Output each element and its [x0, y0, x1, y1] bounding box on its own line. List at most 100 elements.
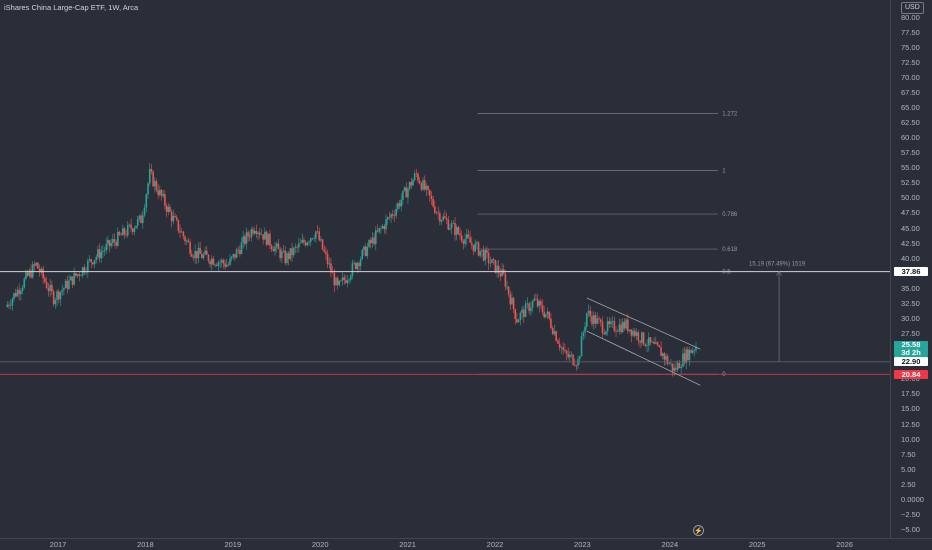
candle-body — [205, 250, 208, 255]
candle-body — [371, 237, 374, 244]
candle-body — [250, 229, 253, 238]
candle-body — [380, 228, 382, 229]
price-axis[interactable]: USD 80.00 77.50 75.00 72.50 70.00 67.50 65.00 6… — [890, 0, 932, 538]
candle-body — [413, 173, 416, 181]
price-tick: 7.50 — [901, 449, 916, 459]
candle-body — [267, 233, 270, 245]
candle-body — [606, 321, 609, 332]
candle-body — [138, 215, 141, 220]
candle-body — [516, 318, 518, 323]
candle-body — [548, 311, 550, 319]
currency-label[interactable]: USD — [901, 2, 924, 14]
candle-body — [123, 228, 126, 235]
candle-body — [678, 362, 681, 369]
candle-body — [589, 310, 592, 317]
candle-body — [695, 346, 697, 351]
candle-body — [528, 303, 530, 312]
candle-body — [197, 247, 200, 259]
candle-body — [514, 308, 517, 319]
candle-body — [693, 350, 696, 351]
candle-body — [467, 234, 470, 238]
candle-body — [321, 239, 324, 250]
candle-body — [675, 367, 677, 370]
candle-body — [247, 232, 249, 237]
candle-body — [402, 190, 404, 200]
candle-body — [660, 347, 662, 356]
candle-body — [313, 238, 315, 240]
candle-body — [113, 239, 116, 242]
candle-body — [428, 189, 431, 197]
candle-body — [434, 206, 436, 213]
candle-body — [376, 230, 379, 232]
candle-body — [637, 332, 640, 341]
candle-body — [682, 353, 684, 367]
candle-body — [262, 234, 264, 240]
candle-body — [573, 364, 576, 366]
candle-body — [23, 278, 26, 288]
lightning-icon[interactable]: ⚡ — [693, 525, 704, 536]
candle-body — [449, 228, 451, 230]
candle-body — [330, 263, 332, 273]
candle-body — [601, 321, 604, 333]
candle-body — [229, 258, 231, 265]
candle-body — [95, 256, 98, 260]
price-chart[interactable]: 1.272 1 0.786 0.618 0.5 0 15.19 (67.49%) 1519 — [0, 0, 890, 538]
candle-body — [680, 366, 682, 369]
candle-body — [140, 215, 142, 224]
candle-body — [308, 242, 310, 243]
candle-body — [20, 290, 22, 295]
candle-body — [234, 253, 236, 258]
candle-body — [175, 217, 178, 220]
candle-body — [264, 231, 266, 240]
candle-body — [506, 286, 508, 288]
candle-body — [535, 298, 537, 300]
candle-body — [59, 291, 62, 300]
candle-body — [403, 187, 406, 191]
channel-upper-line — [586, 297, 701, 350]
candle-body — [427, 185, 429, 190]
time-axis[interactable]: 2017 2018 2019 2020 2021 2022 2023 2024 2025 2026 — [0, 538, 932, 550]
candle-body — [42, 268, 44, 279]
low-price-tag: 20.84 — [894, 369, 928, 379]
candle-body — [316, 231, 319, 233]
candle-body — [11, 298, 14, 306]
candle-body — [538, 301, 541, 307]
candle-body — [585, 313, 588, 327]
candle-body — [38, 268, 41, 273]
candle-body — [105, 244, 108, 251]
price-tick: 57.50 — [901, 148, 920, 158]
candle-body — [232, 253, 235, 257]
candle-body — [533, 298, 536, 301]
candle-body — [301, 239, 304, 243]
candle-body — [252, 229, 254, 234]
chart-pane[interactable]: 1.272 1 0.786 0.618 0.5 0 15.19 (67.49%) 1519 … — [0, 0, 890, 538]
candle-body — [499, 273, 502, 277]
price-tick: 55.00 — [901, 163, 920, 173]
candle-body — [328, 263, 331, 265]
candle-body — [136, 219, 139, 226]
candle-body — [257, 232, 259, 234]
candle-body — [169, 206, 171, 212]
candle-body — [245, 232, 248, 244]
base-price-tag: 22.90 — [894, 357, 928, 367]
candle-body — [358, 263, 360, 267]
candle-body — [164, 194, 166, 206]
time-tick: 2020 — [311, 540, 329, 549]
candle-body — [378, 228, 380, 232]
candle-body — [668, 363, 671, 365]
candle-body — [237, 249, 240, 251]
candle-body — [447, 219, 450, 230]
candle-body — [676, 362, 679, 370]
candle-body — [405, 187, 408, 198]
candle-body — [439, 213, 441, 222]
candle-body — [320, 239, 322, 241]
price-tick: 17.50 — [901, 389, 920, 399]
candle-body — [605, 331, 607, 335]
candle-body — [562, 347, 564, 351]
candle-body — [400, 199, 403, 207]
candle-body — [623, 321, 626, 329]
price-tick: 42.50 — [901, 238, 920, 248]
candle-body — [632, 330, 634, 336]
candle-body — [388, 217, 391, 218]
candle-body — [452, 223, 455, 224]
